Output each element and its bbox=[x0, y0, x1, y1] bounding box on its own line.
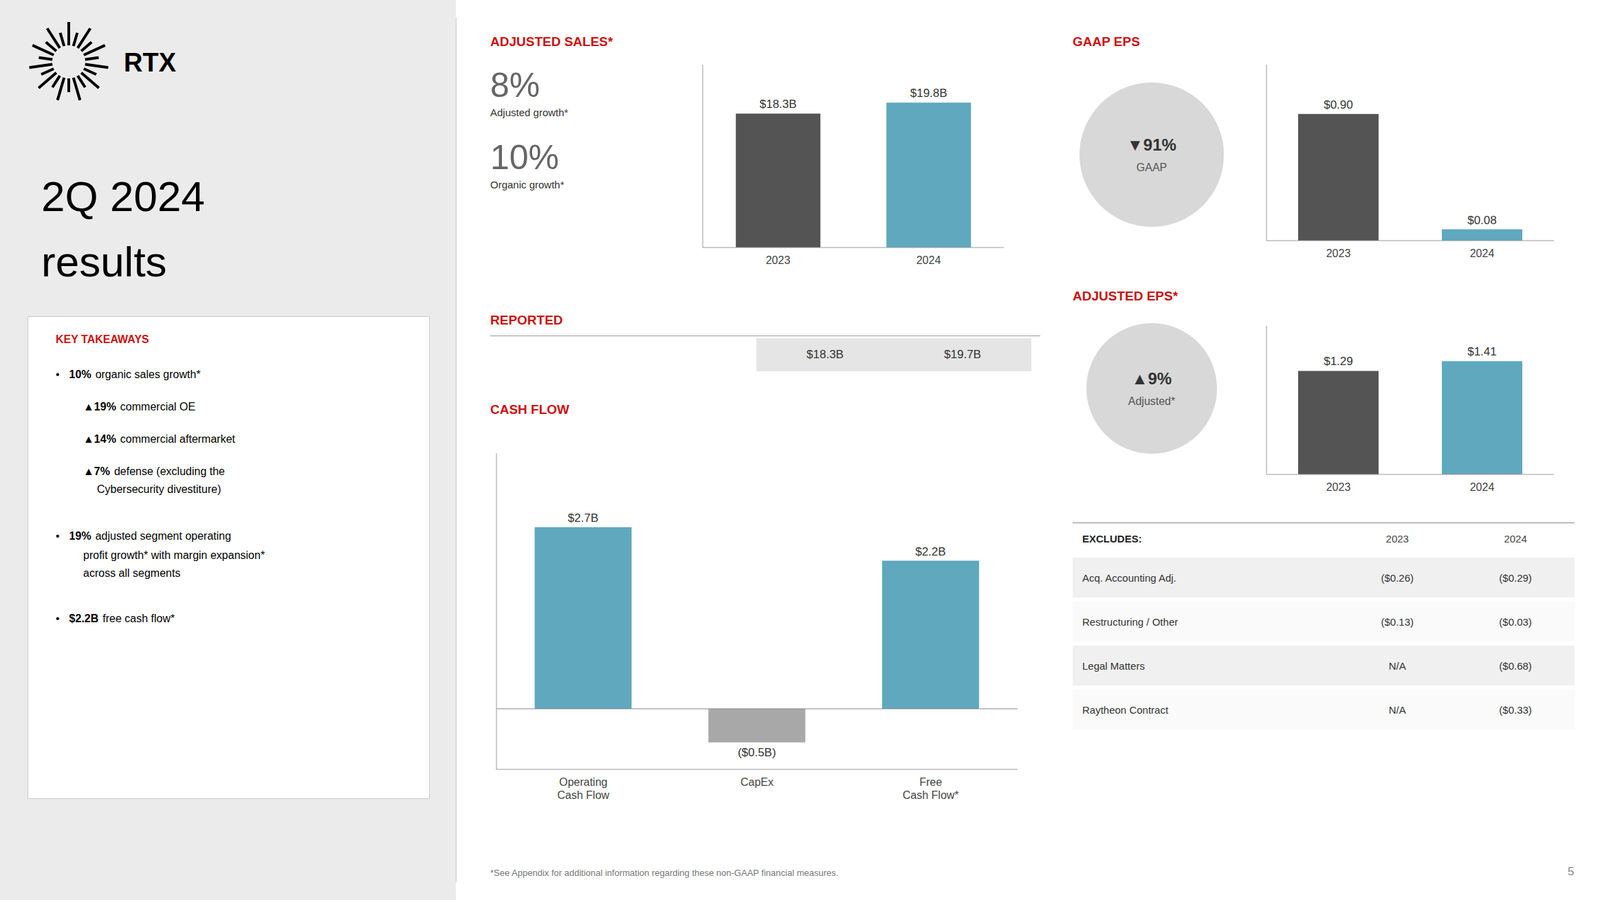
svg-text:$1.41: $1.41 bbox=[1467, 345, 1497, 359]
html-text:KEY TAKEAWAYS: KEY TAKEAWAYS bbox=[55, 333, 150, 346]
html-text:10% organic sales growth*: 10% organic sales growth* bbox=[69, 368, 201, 381]
html-text:19% adjusted segment operating: 19% adjusted segment operating bbox=[69, 530, 232, 542]
html-text:($0.68): ($0.68) bbox=[1499, 659, 1532, 672]
html-text:▲7% defense (excluding the: ▲7% defense (excluding the bbox=[83, 465, 225, 478]
html-text:8%: 8% bbox=[490, 66, 540, 105]
html-text:Organic growth*: Organic growth* bbox=[490, 178, 565, 191]
html-text:across all segments: across all segments bbox=[83, 567, 181, 579]
svg-text:$0.08: $0.08 bbox=[1467, 213, 1497, 227]
html-text:Adjusted growth*: Adjusted growth* bbox=[490, 106, 569, 119]
html-text:▲9%: ▲9% bbox=[1131, 369, 1172, 388]
html-text:profit growth* with margin exp: profit growth* with margin expansion* bbox=[83, 549, 265, 562]
html-text:CASH FLOW: CASH FLOW bbox=[490, 402, 570, 417]
svg-text:2023: 2023 bbox=[1326, 247, 1352, 260]
svg-text:CapEx: CapEx bbox=[740, 776, 774, 788]
svg-text:($0.5B): ($0.5B) bbox=[737, 746, 777, 760]
html-text:▲19% commercial OE: ▲19% commercial OE bbox=[83, 400, 196, 413]
html-text:10%: 10% bbox=[490, 138, 560, 177]
svg-text:2024: 2024 bbox=[1470, 247, 1495, 260]
svg-text:2024: 2024 bbox=[1470, 481, 1495, 493]
svg-text:$2.7B: $2.7B bbox=[567, 511, 599, 525]
html-text:($0.33): ($0.33) bbox=[1499, 703, 1532, 716]
svg-text:$0.90: $0.90 bbox=[1323, 98, 1354, 112]
html-text:Adjusted*: Adjusted* bbox=[1128, 395, 1176, 408]
svg-text:$1.29: $1.29 bbox=[1323, 354, 1354, 368]
html-text:2024: 2024 bbox=[1504, 532, 1527, 545]
html-text:GAAP EPS: GAAP EPS bbox=[1072, 34, 1140, 49]
svg-text:$18.3B: $18.3B bbox=[759, 97, 797, 111]
svg-text:$2.2B: $2.2B bbox=[915, 545, 946, 559]
html-text:2023: 2023 bbox=[1385, 532, 1409, 545]
html-text:REPORTED: REPORTED bbox=[490, 312, 563, 328]
html-text:results: results bbox=[41, 237, 167, 286]
html-text:*See Appendix for additional i: *See Appendix for additional information… bbox=[490, 867, 839, 879]
html-text:EXCLUDES:: EXCLUDES: bbox=[1082, 532, 1142, 545]
svg-text:2023: 2023 bbox=[1326, 481, 1352, 493]
svg-text:OperatingCash Flow: OperatingCash Flow bbox=[557, 776, 610, 802]
html-text:GAAP: GAAP bbox=[1136, 161, 1167, 174]
html-text:RTX: RTX bbox=[123, 48, 177, 78]
html-text:($0.03): ($0.03) bbox=[1499, 615, 1532, 628]
html-text:▲14% commercial aftermarket: ▲14% commercial aftermarket bbox=[83, 433, 236, 445]
html-text:ADJUSTED SALES*: ADJUSTED SALES* bbox=[490, 34, 613, 49]
html-text:5: 5 bbox=[1567, 864, 1575, 879]
svg-text:$19.8B: $19.8B bbox=[910, 86, 948, 100]
html-text:▼91%: ▼91% bbox=[1127, 135, 1177, 155]
svg-text:2024: 2024 bbox=[916, 254, 942, 267]
html-text:Raytheon Contract: Raytheon Contract bbox=[1082, 703, 1169, 716]
html-text:Acq. Accounting Adj.: Acq. Accounting Adj. bbox=[1082, 571, 1177, 584]
svg-text:2023: 2023 bbox=[765, 254, 791, 267]
html-text:2Q 2024: 2Q 2024 bbox=[41, 172, 205, 221]
html-text:$2.2B free cash flow*: $2.2B free cash flow* bbox=[69, 612, 175, 625]
html-text:($0.29): ($0.29) bbox=[1499, 571, 1532, 584]
html-text:ADJUSTED EPS*: ADJUSTED EPS* bbox=[1072, 288, 1178, 304]
html-text:($0.26): ($0.26) bbox=[1381, 571, 1414, 584]
html-text:($0.13): ($0.13) bbox=[1381, 615, 1414, 628]
html-text:N/A: N/A bbox=[1388, 703, 1406, 716]
html-text:$19.7B: $19.7B bbox=[944, 347, 982, 361]
svg-text:FreeCash Flow*: FreeCash Flow* bbox=[902, 776, 960, 802]
html-text:Legal Matters: Legal Matters bbox=[1082, 659, 1145, 672]
html-text:$18.3B: $18.3B bbox=[806, 347, 844, 361]
html-text:Restructuring / Other: Restructuring / Other bbox=[1082, 615, 1178, 628]
html-text:N/A: N/A bbox=[1388, 659, 1406, 672]
html-text:Cybersecurity divestiture): Cybersecurity divestiture) bbox=[96, 483, 222, 496]
